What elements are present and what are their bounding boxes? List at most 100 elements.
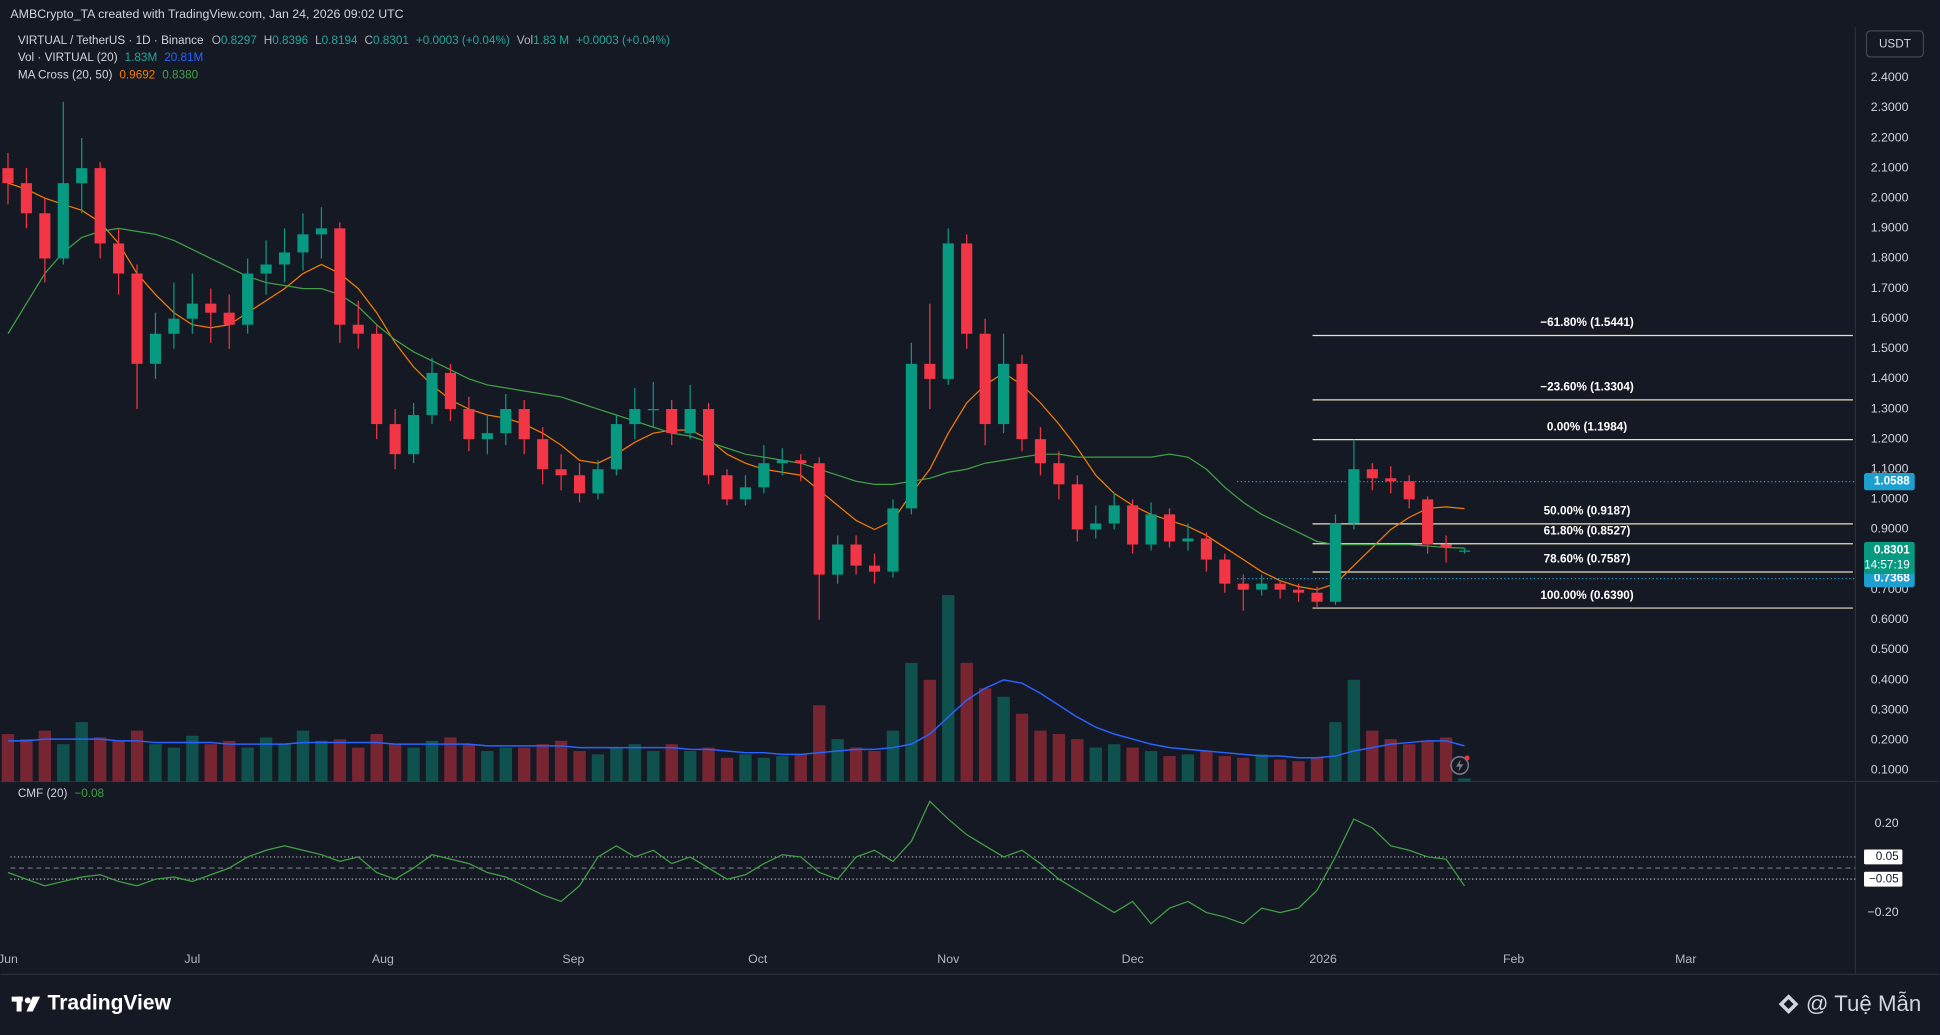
volume-bar (1200, 750, 1213, 782)
volume-bar (333, 739, 347, 782)
logo-stem (16, 996, 22, 1012)
candle-body (463, 409, 475, 440)
candle-body (979, 333, 991, 425)
replay-icon-bolt[interactable] (1455, 759, 1464, 772)
volume-bar (1255, 754, 1268, 782)
candle-body (537, 439, 549, 470)
candle-body (297, 234, 309, 253)
volume-bar (1292, 761, 1305, 782)
fib-level-label: 78.60% (0.7587) (1544, 553, 1631, 566)
y-tick-label: 1.8000 (1871, 251, 1909, 265)
volume-bar (739, 754, 752, 782)
replay-icon-dot[interactable] (1464, 755, 1470, 761)
cmf-tick-label: 0.20 (1875, 816, 1899, 830)
candle-body (1311, 592, 1323, 602)
candle-body (1422, 499, 1434, 545)
volume-bar (591, 754, 605, 782)
candle-body (1127, 505, 1139, 545)
volume-bar (1218, 756, 1232, 782)
candle-body (1090, 523, 1102, 530)
volume-bar (1403, 744, 1416, 782)
candle-body (1016, 363, 1028, 440)
cmf-tick-label: −0.20 (1867, 905, 1898, 919)
volume-bar (204, 744, 217, 782)
candle-body (1182, 538, 1194, 542)
y-tick-label: 2.3000 (1871, 100, 1909, 114)
y-tick-label: 1.3000 (1871, 401, 1909, 415)
x-tick-label: Dec (1122, 952, 1144, 966)
candle-body (131, 273, 143, 364)
volume-bar (167, 747, 181, 782)
volume-indicator: Vol · VIRTUAL (20) (18, 51, 118, 64)
candle-body (1348, 469, 1360, 524)
volume-bar (278, 744, 291, 782)
cmf-value: −0.08 (74, 787, 104, 800)
currency-button[interactable]: USDT (1865, 30, 1925, 58)
volume-bar (628, 744, 642, 782)
candle-body (868, 565, 881, 572)
currency-button-frame[interactable] (1865, 30, 1925, 58)
legend-main: VIRTUAL / TetherUS · 1D · Binance O0.829… (18, 34, 670, 47)
legend-cmf: CMF (20) −0.08 (18, 787, 105, 800)
volume-bar (997, 696, 1010, 782)
y-tick-label: 1.6000 (1871, 311, 1909, 325)
candle-body (260, 264, 272, 274)
candle-body (1145, 514, 1157, 545)
candle-body (242, 273, 254, 325)
volume-bar (444, 737, 457, 782)
candle-body (961, 243, 973, 334)
tradingview-logo-icon (11, 996, 41, 1012)
candle-body (371, 333, 383, 425)
candle-body (1219, 559, 1231, 584)
candle-body (795, 460, 807, 464)
candle-body (647, 409, 659, 411)
vol-change: +0.0003 (+0.04%) (576, 34, 670, 47)
candle-body (2, 168, 14, 184)
volume-bar (241, 747, 254, 782)
candle-body (1163, 514, 1176, 542)
volume-bar (978, 688, 992, 782)
volume-bar (794, 754, 807, 782)
close-label: C (365, 34, 374, 47)
replay-icon[interactable] (1450, 755, 1470, 775)
volume-bar (481, 750, 494, 782)
candle-body (334, 228, 346, 325)
footer-logo: TradingView (48, 992, 172, 1015)
volume-bar (923, 679, 937, 782)
replay-icon-ring[interactable] (1450, 756, 1470, 775)
band-badge-label: −0.05 (1869, 872, 1899, 885)
high-value: 0.8396 (272, 34, 308, 47)
candle-body (500, 409, 512, 434)
volume-bar (720, 757, 734, 782)
volume-bar (1015, 713, 1029, 782)
y-tick-label: 0.2000 (1871, 733, 1909, 747)
candle-body (850, 544, 862, 566)
candle-body (703, 409, 715, 476)
volume-bar (813, 705, 826, 782)
candle-body (1440, 544, 1452, 548)
volume-bar (296, 730, 310, 782)
change-value: +0.0003 (+0.04%) (416, 34, 510, 47)
logo-dot (24, 997, 31, 1004)
candle-body (666, 409, 678, 434)
candle-body (1053, 463, 1065, 485)
volume-bar (554, 740, 568, 782)
volume-bar (960, 662, 973, 782)
currency-button-label[interactable]: USDT (1879, 38, 1911, 51)
volume-bar (683, 750, 697, 782)
volume-bar (1163, 756, 1176, 782)
low-label: L (315, 34, 322, 47)
fib-level-label: 61.80% (0.8527) (1544, 524, 1631, 537)
candle-body (444, 372, 457, 410)
candle-body (758, 463, 770, 488)
candle-body (186, 303, 198, 319)
close-value: 0.8301 (373, 34, 409, 47)
logo-slash (26, 996, 41, 1012)
volume-bar (112, 740, 125, 782)
candle-body (832, 544, 844, 575)
candle-body (573, 475, 586, 494)
price-badge (1864, 541, 1915, 575)
candle-body (1237, 583, 1249, 590)
ma-slow-value: 0.8380 (162, 69, 198, 82)
